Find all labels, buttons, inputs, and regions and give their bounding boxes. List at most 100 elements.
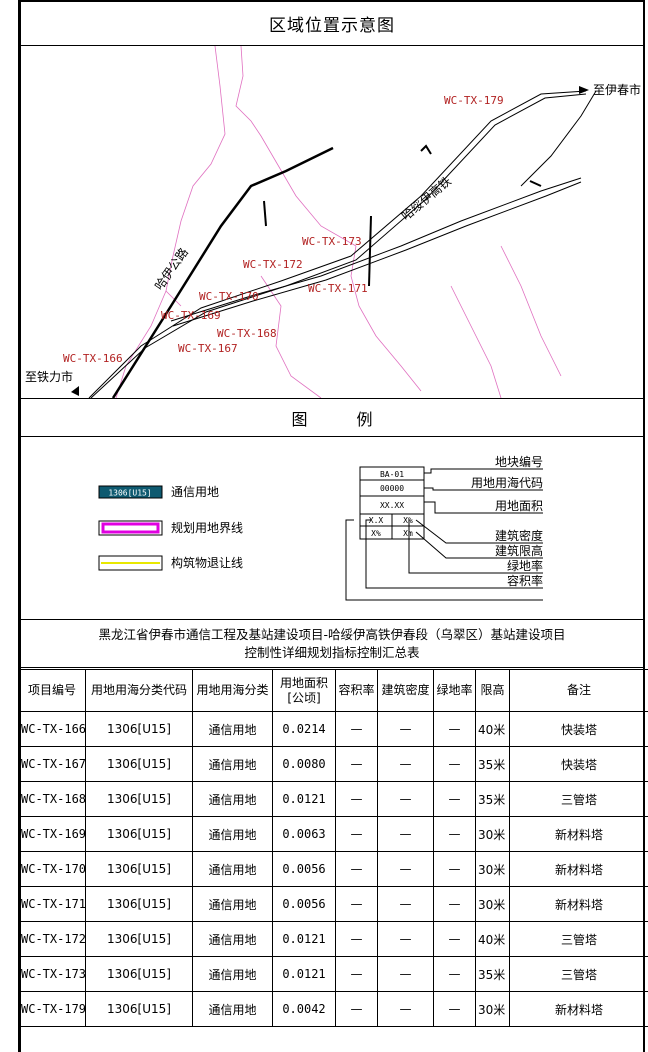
site-label: WC-TX-172 (243, 258, 303, 271)
to-tieli-label: 至铁力市 (25, 369, 73, 384)
to-yichun-label: 至伊春市 (593, 82, 641, 97)
cell-col-green: — (433, 746, 476, 782)
cell-col-class-code: 1306[U15] (85, 746, 193, 782)
cell-col-density: — (377, 991, 434, 1027)
key-density: X% (403, 516, 413, 525)
location-map: WC-TX-179 WC-TX-173 WC-TX-172 WC-TX-171 … (21, 46, 643, 399)
arrow-to-tieli-icon (71, 386, 79, 396)
cell-col-green: — (433, 711, 476, 747)
key-green: X% (371, 529, 381, 538)
site-label: WC-TX-168 (217, 327, 277, 340)
annotation-plot-no: 地块编号 (495, 454, 543, 469)
cell-col-project-id: WC-TX-171 (18, 886, 86, 922)
table-row: WC-TX-167 1306[U15] 通信用地 0.0080— — —35米 快装塔 (18, 746, 648, 782)
annotation-sea-code: 用地用海代码 (471, 475, 543, 490)
cell-col-green: — (433, 886, 476, 922)
cell-col-density: — (377, 886, 434, 922)
key-height: Xm (403, 529, 413, 538)
cell-col-density: — (377, 851, 434, 887)
cell-col-far: — (335, 956, 378, 992)
cell-col-class: 通信用地 (192, 711, 273, 747)
cell-col-remark: 新材料塔 (509, 851, 648, 887)
boundary-swatch-inner (101, 522, 160, 534)
site-label: WC-TX-173 (302, 235, 362, 248)
legend: 1306[U15] 通信用地 规划用地界线 构筑物退让线 (21, 438, 643, 620)
cell-col-height: 40米 (475, 921, 510, 957)
plot-key-annotations: 地块编号 用地用海代码 用地面积 建筑密度 建筑限高 绿地率 容积率 (471, 454, 543, 588)
cell-col-density: — (377, 781, 434, 817)
cell-col-height: 35米 (475, 746, 510, 782)
cell-col-class-code: 1306[U15] (85, 921, 193, 957)
comm-land-code: 1306[U15] (108, 489, 151, 498)
cell-col-remark: 新材料塔 (509, 886, 648, 922)
table-row: WC-TX-168 1306[U15] 通信用地 0.0121— — —35米 三管塔 (18, 781, 648, 817)
header-col-far: 容积率 (335, 669, 378, 712)
table-row: WC-TX-166 1306[U15] 通信用地 0.0214— — —40米 快装塔 (18, 711, 648, 747)
cell-col-height: 30米 (475, 886, 510, 922)
cell-col-green: — (433, 816, 476, 852)
plot-key-values: BA-01 00000 XX.XX X.X X% X% Xm (369, 470, 413, 538)
cell-col-class: 通信用地 (192, 956, 273, 992)
key-code: BA-01 (380, 470, 404, 479)
key-area: XX.XX (380, 501, 404, 510)
cell-col-density: — (377, 921, 434, 957)
cell-col-area: 0.0056 (272, 886, 336, 922)
site-label: WC-TX-170 (199, 290, 259, 303)
header-col-area: 用地面积 [公顷] (272, 669, 336, 712)
cell-col-class: 通信用地 (192, 816, 273, 852)
setback-label: 构筑物退让线 (171, 555, 243, 570)
header-col-project-id: 项目编号 (18, 669, 86, 712)
cell-col-green: — (433, 956, 476, 992)
cell-col-class-code: 1306[U15] (85, 711, 193, 747)
cell-col-class: 通信用地 (192, 851, 273, 887)
annotation-green: 绿地率 (507, 558, 543, 573)
header-col-class: 用地用海分类 (192, 669, 273, 712)
header-col-green: 绿地率 (433, 669, 476, 712)
cell-col-project-id: WC-TX-166 (18, 711, 86, 747)
annotation-area: 用地面积 (495, 499, 543, 513)
cell-col-area: 0.0063 (272, 816, 336, 852)
table-title: 黑龙江省伊春市通信工程及基站建设项目-哈绥伊高铁伊春段（乌翠区）基站建设项目 控… (21, 620, 643, 668)
cell-col-remark: 三管塔 (509, 921, 648, 957)
cell-col-remark: 三管塔 (509, 781, 648, 817)
cell-col-green: — (433, 921, 476, 957)
cell-col-green: — (433, 991, 476, 1027)
annotation-far: 容积率 (507, 573, 543, 588)
cell-col-green: — (433, 781, 476, 817)
cell-col-far: — (335, 781, 378, 817)
cell-col-density: — (377, 711, 434, 747)
header-col-density: 建筑密度 (377, 669, 434, 712)
cell-col-density: — (377, 746, 434, 782)
cell-col-area: 0.0121 (272, 781, 336, 817)
comm-land-swatch (98, 485, 163, 499)
site-label: WC-TX-166 (63, 352, 123, 365)
cell-col-area: 0.0080 (272, 746, 336, 782)
cell-col-far: — (335, 746, 378, 782)
cell-col-far: — (335, 886, 378, 922)
cell-col-far: — (335, 851, 378, 887)
indicator-table: 项目编号 用地用海分类代码 用地用海分类 用地面积 [公顷] 容积率 建筑密度 绿地率 限高备… (18, 669, 648, 1027)
cell-col-area: 0.0042 (272, 991, 336, 1027)
cell-col-project-id: WC-TX-168 (18, 781, 86, 817)
cell-col-far: — (335, 816, 378, 852)
boundary-label: 规划用地界线 (171, 520, 243, 535)
railway-lines (88, 90, 597, 398)
cell-col-density: — (377, 956, 434, 992)
cell-col-far: — (335, 711, 378, 747)
railway-label: 哈绥伊高铁 (398, 173, 454, 223)
cell-col-green: — (433, 851, 476, 887)
cell-col-remark: 新材料塔 (509, 816, 648, 852)
cell-col-project-id: WC-TX-170 (18, 851, 86, 887)
cell-col-class: 通信用地 (192, 781, 273, 817)
cell-col-height: 40米 (475, 711, 510, 747)
cell-col-height: 30米 (475, 991, 510, 1027)
site-label: WC-TX-171 (308, 282, 368, 295)
cell-col-far: — (335, 921, 378, 957)
header-col-class-code: 用地用海分类代码 (85, 669, 193, 712)
table-row: WC-TX-172 1306[U15] 通信用地 0.0121— — —40米 三管塔 (18, 921, 648, 957)
arrow-to-yichun-icon (579, 86, 589, 94)
cell-col-class-code: 1306[U15] (85, 991, 193, 1027)
plot-key-box (345, 466, 543, 601)
cell-col-height: 35米 (475, 781, 510, 817)
cell-col-project-id: WC-TX-179 (18, 991, 86, 1027)
